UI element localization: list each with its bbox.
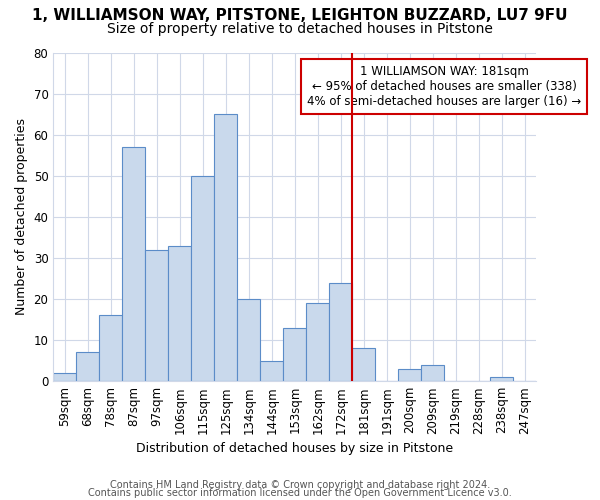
- Bar: [145, 250, 169, 381]
- Bar: [283, 328, 307, 381]
- Bar: [214, 114, 238, 381]
- Bar: [329, 282, 352, 381]
- Text: Contains public sector information licensed under the Open Government Licence v3: Contains public sector information licen…: [88, 488, 512, 498]
- Text: 1 WILLIAMSON WAY: 181sqm
← 95% of detached houses are smaller (338)
4% of semi-d: 1 WILLIAMSON WAY: 181sqm ← 95% of detach…: [307, 65, 581, 108]
- Bar: [260, 360, 283, 381]
- X-axis label: Distribution of detached houses by size in Pitstone: Distribution of detached houses by size …: [136, 442, 454, 455]
- Bar: [169, 246, 191, 381]
- Bar: [307, 303, 329, 381]
- Bar: [490, 377, 514, 381]
- Bar: [53, 373, 76, 381]
- Bar: [100, 316, 122, 381]
- Bar: [421, 364, 445, 381]
- Bar: [352, 348, 376, 381]
- Bar: [76, 352, 100, 381]
- Y-axis label: Number of detached properties: Number of detached properties: [15, 118, 28, 316]
- Bar: [122, 147, 145, 381]
- Text: Contains HM Land Registry data © Crown copyright and database right 2024.: Contains HM Land Registry data © Crown c…: [110, 480, 490, 490]
- Bar: [398, 369, 421, 381]
- Text: Size of property relative to detached houses in Pitstone: Size of property relative to detached ho…: [107, 22, 493, 36]
- Text: 1, WILLIAMSON WAY, PITSTONE, LEIGHTON BUZZARD, LU7 9FU: 1, WILLIAMSON WAY, PITSTONE, LEIGHTON BU…: [32, 8, 568, 22]
- Bar: [238, 299, 260, 381]
- Bar: [191, 176, 214, 381]
